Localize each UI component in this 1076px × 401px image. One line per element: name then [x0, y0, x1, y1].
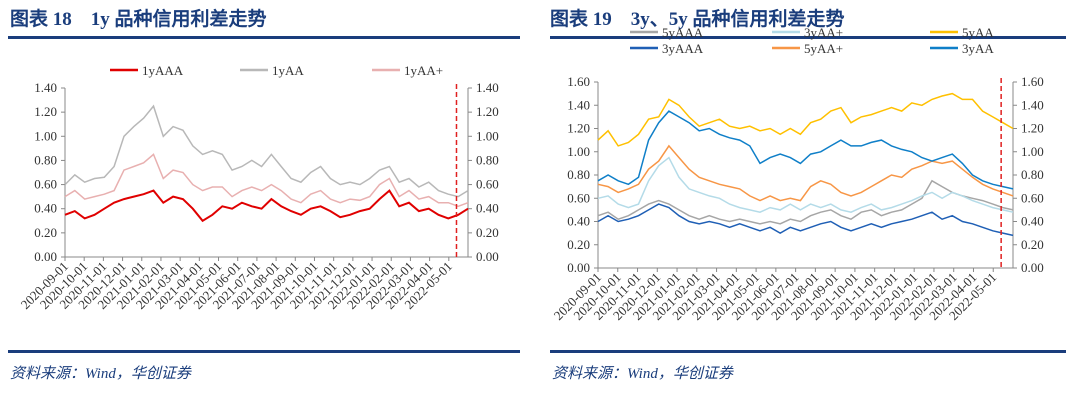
- y-tick-label-right: 0.80: [1021, 167, 1044, 182]
- chart-title: 图表 19 3y、5y 品种信用利差走势: [550, 9, 845, 30]
- y-tick-label: 0.80: [34, 152, 57, 167]
- y-tick-label-right: 0.20: [1021, 237, 1044, 252]
- y-tick-label: 0.80: [567, 167, 590, 182]
- series-line-3yAAA: [597, 203, 1014, 237]
- y-tick-label-right: 0.00: [1021, 260, 1044, 275]
- y-tick-label: 0.00: [34, 249, 57, 264]
- chart-19: 0.00 0.00 0.20 0.20 0.40 0.40 0.60 0.60 0.80 0.80…: [551, 25, 1044, 323]
- y-tick-label: 1.20: [567, 121, 590, 136]
- y-tick-label-right: 0.40: [1021, 214, 1044, 229]
- chart-18: 0.00 0.00 0.20 0.20 0.40 0.40 0.60 0.60 0.80 0.80…: [18, 63, 499, 312]
- chart-title: 图表 18 1y 品种信用利差走势: [10, 9, 267, 30]
- chart-panel-18: 图表 18 1y 品种信用利差走势 0.00 0.00 0.20 0.20 0.40 0.…: [8, 9, 520, 382]
- chart-panel-19: 图表 19 3y、5y 品种信用利差走势 0.00 0.00 0.20 0.20 0.4…: [540, 0, 1076, 401]
- y-tick-label-right: 1.00: [1021, 144, 1044, 159]
- y-tick-label: 0.20: [567, 237, 590, 252]
- legend-label: 1yAA+: [404, 63, 443, 78]
- y-tick-label-right: 0.00: [476, 249, 499, 264]
- legend-label: 5yAA: [962, 25, 994, 40]
- y-tick-label: 1.00: [567, 144, 590, 159]
- y-tick-label: 1.00: [34, 128, 57, 143]
- source-note: 资料来源：Wind，华创证券: [552, 366, 733, 382]
- title-divider: [8, 36, 520, 39]
- series-line-3yAA: [597, 110, 1014, 190]
- y-tick-label-right: 1.60: [1021, 74, 1044, 89]
- y-tick-label: 0.00: [567, 260, 590, 275]
- legend-label: 3yAAA: [662, 41, 704, 56]
- legend-label: 5yAAA: [662, 25, 704, 40]
- y-tick-label-right: 0.20: [476, 225, 499, 240]
- legend-label: 1yAAA: [142, 63, 184, 78]
- y-tick-label: 0.60: [34, 177, 57, 192]
- y-tick-label-right: 0.60: [1021, 190, 1044, 205]
- y-tick-label: 1.60: [567, 74, 590, 89]
- y-tick-label: 0.40: [34, 201, 57, 216]
- legend-label: 1yAA: [272, 63, 304, 78]
- y-tick-label-right: 0.60: [476, 177, 499, 192]
- legend-label: 3yAA+: [804, 25, 843, 40]
- y-tick-label-right: 1.20: [476, 104, 499, 119]
- series-line-1yAAA: [64, 189, 469, 223]
- legend-label: 5yAA+: [804, 41, 843, 56]
- series-line-5yAAA: [597, 179, 1014, 225]
- source-note: 资料来源：Wind，华创证券: [10, 366, 191, 382]
- y-tick-label-right: 1.00: [476, 128, 499, 143]
- y-tick-label: 0.60: [567, 190, 590, 205]
- y-tick-label: 0.20: [34, 225, 57, 240]
- y-tick-label-right: 0.80: [476, 152, 499, 167]
- y-tick-label: 1.20: [34, 104, 57, 119]
- legend-label: 3yAA: [962, 41, 994, 56]
- y-tick-label: 0.40: [567, 214, 590, 229]
- series-line-1yAA+: [64, 153, 469, 208]
- source-divider: [550, 350, 1066, 353]
- y-tick-label: 1.40: [34, 80, 57, 95]
- title-divider: [550, 36, 1066, 39]
- y-tick-label-right: 1.40: [1021, 97, 1044, 112]
- source-divider: [8, 350, 520, 353]
- series-line-5yAA+: [597, 144, 1014, 202]
- y-tick-label-right: 0.40: [476, 201, 499, 216]
- y-tick-label-right: 1.20: [1021, 121, 1044, 136]
- series-line-1yAA: [64, 104, 469, 198]
- y-tick-label: 1.40: [567, 97, 590, 112]
- series-line-5yAA: [597, 92, 1014, 147]
- series-line-3yAA+: [597, 156, 1014, 213]
- y-tick-label-right: 1.40: [476, 80, 499, 95]
